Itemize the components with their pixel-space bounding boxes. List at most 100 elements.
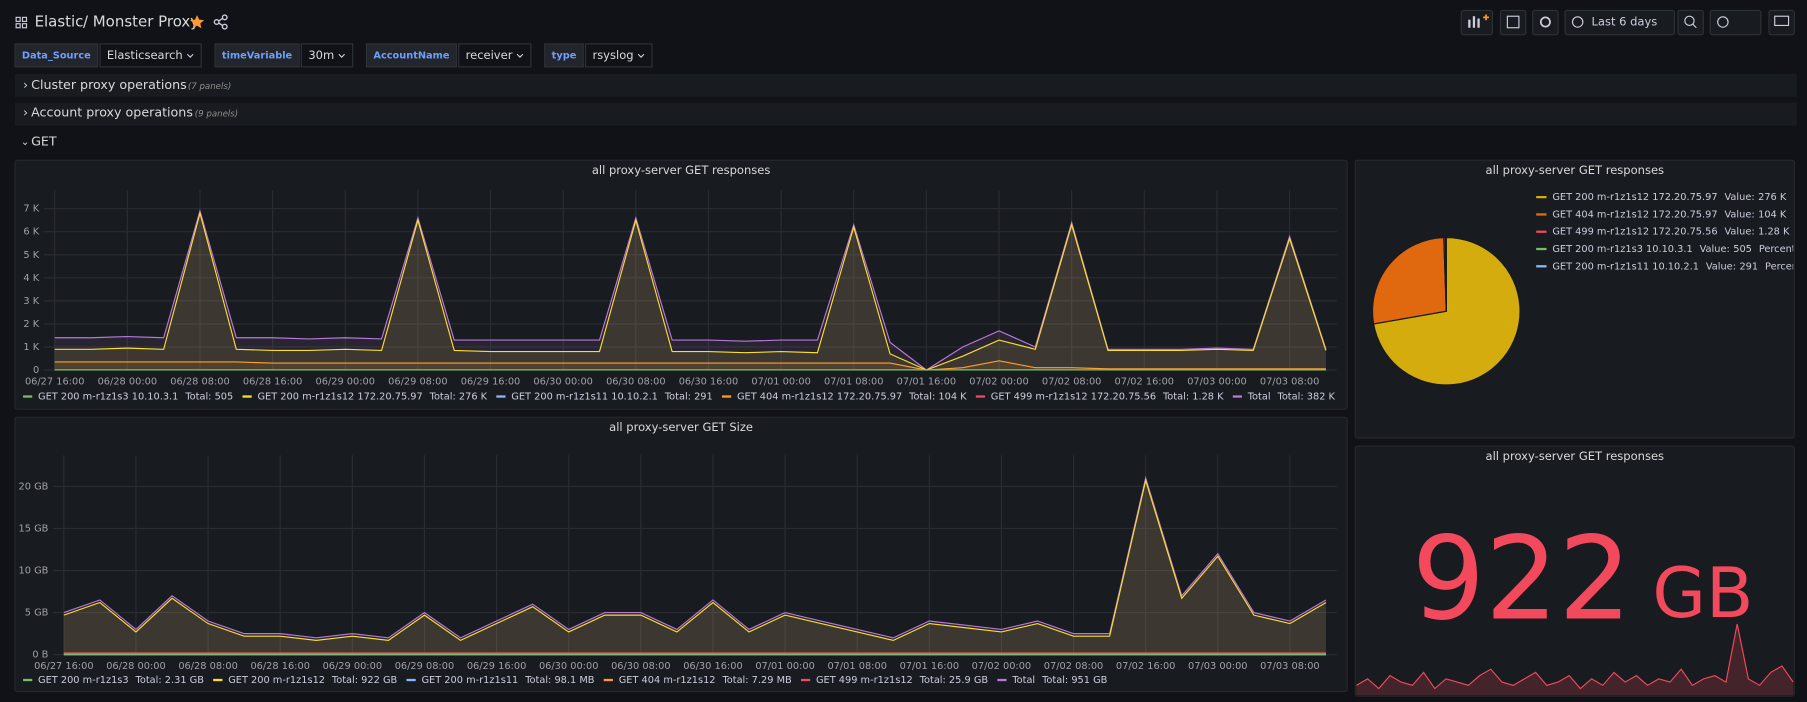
y-tick-label: 0 B: [32, 650, 48, 661]
variable-select[interactable]: [584, 43, 653, 68]
legend-label[interactable]: GET 404 m-r1z1s12 172.20.75.97: [1552, 209, 1717, 220]
y-tick-label: 7 K: [23, 204, 39, 215]
chevron: [637, 53, 645, 58]
panel-title: all proxy-server GET Size: [609, 420, 753, 434]
series-area: [63, 478, 1326, 655]
x-tick-label: 06/30 00:00: [539, 661, 599, 672]
legend-label[interactable]: GET 404 m-r1z1s12: [619, 675, 716, 686]
legend-label[interactable]: GET 200 m-r1z1s3 10.10.3.1: [1552, 244, 1692, 255]
x-tick-label: 07/02 08:00: [1042, 377, 1102, 388]
legend-label[interactable]: GET 200 m-r1z1s11 10.10.2.1: [511, 392, 658, 403]
sparkline: [1356, 623, 1794, 690]
y-tick-label: 20 GB: [19, 481, 49, 492]
add-panel-button[interactable]: [1460, 9, 1493, 36]
variable-label-box: [14, 43, 99, 68]
variable-label-box: [544, 43, 584, 68]
variable-select[interactable]: [458, 43, 532, 68]
legend-total: Total: 505: [184, 392, 233, 403]
panel-title: all proxy-server GET responses: [1486, 449, 1665, 463]
series-line: [63, 478, 1327, 642]
tv-mode-button[interactable]: [1768, 9, 1795, 36]
variable-select[interactable]: [99, 43, 202, 68]
zoom-out-button[interactable]: [1677, 9, 1704, 36]
row-title[interactable]: GET: [31, 133, 57, 148]
x-tick-label: 07/01 08:00: [827, 661, 887, 672]
legend-label[interactable]: GET 200 m-r1z1s3 10.10.3.1: [38, 392, 178, 403]
legend-value-prefix: Value:: [1700, 244, 1730, 255]
row-title[interactable]: Account proxy operations: [31, 105, 193, 120]
legend-total: Total: 2.31 GB: [135, 675, 205, 686]
variable-value[interactable]: rsyslog: [592, 48, 633, 62]
legend-value: 1.28 K: [1758, 227, 1790, 238]
legend-label[interactable]: GET 200 m-r1z1s11 10.10.2.1: [1552, 261, 1699, 272]
row-chevron[interactable]: ›: [23, 105, 28, 120]
toolbar-icons: [1468, 14, 1790, 29]
x-tick-label: 07/03 08:00: [1260, 377, 1320, 388]
legend-total: Total: 922 GB: [331, 675, 398, 686]
toolbar: [1460, 9, 1795, 36]
x-tick-label: 07/02 08:00: [1044, 661, 1104, 672]
legend-label[interactable]: GET 200 m-r1z1s12 172.20.75.97: [257, 392, 422, 403]
row-header[interactable]: [14, 73, 1797, 97]
legend-label[interactable]: GET 404 m-r1z1s12 172.20.75.97: [737, 392, 902, 403]
legend-value-prefix: Value:: [1725, 209, 1755, 220]
row-chevron[interactable]: ›: [23, 77, 28, 92]
x-tick-label: 06/30 08:00: [611, 661, 671, 672]
variable-value[interactable]: receiver: [466, 48, 513, 62]
stat-value: 922: [1412, 512, 1632, 646]
breadcrumb-folder[interactable]: Elastic: [35, 12, 84, 30]
x-tick-label: 07/01 16:00: [897, 377, 957, 388]
save-button[interactable]: [1499, 9, 1527, 36]
panel: [14, 416, 1348, 693]
star-icon[interactable]: [190, 15, 205, 29]
x-tick-label: 06/27 16:00: [34, 661, 94, 672]
time-picker[interactable]: [1564, 9, 1676, 36]
y-tick-label: 1 K: [23, 342, 39, 353]
row-panel-count: (7 panels): [188, 82, 231, 92]
legend-label[interactable]: GET 499 m-r1z1s12: [816, 675, 913, 686]
y-tick-label: 4 K: [23, 273, 39, 284]
row-title[interactable]: Cluster proxy operations: [31, 77, 187, 92]
row-header[interactable]: [14, 102, 1797, 126]
legend-total: Total: 7.29 MB: [721, 675, 792, 686]
dashboard-title[interactable]: / Monster Proxy: [83, 12, 199, 30]
legend-value: 291: [1739, 261, 1758, 272]
legend-label[interactable]: GET 200 m-r1z1s12 172.20.75.97: [1552, 192, 1717, 203]
y-tick-label: 3 K: [23, 296, 39, 307]
legend-label[interactable]: GET 200 m-r1z1s12: [228, 675, 325, 686]
legend-label[interactable]: GET 499 m-r1z1s12 172.20.75.56: [1552, 227, 1717, 238]
series-area: [54, 213, 1326, 371]
legend-label[interactable]: GET 200 m-r1z1s11: [421, 675, 518, 686]
legend-label[interactable]: Total: [1247, 392, 1271, 403]
legend-total: Total: 291: [664, 392, 713, 403]
y-tick-label: 6 K: [23, 227, 39, 238]
apps-icon[interactable]: [15, 16, 28, 29]
x-tick-label: 06/28 16:00: [250, 661, 310, 672]
y-tick-label: 5 GB: [25, 608, 49, 619]
panel-title: all proxy-server GET responses: [1486, 163, 1665, 177]
y-tick-label: 10 GB: [19, 566, 49, 577]
x-tick-label: 07/01 00:00: [751, 377, 811, 388]
variable-label-box: [365, 43, 457, 68]
variable-label: Data_Source: [22, 50, 91, 61]
settings-button[interactable]: [1532, 9, 1559, 36]
legend-label[interactable]: GET 200 m-r1z1s3: [38, 675, 129, 686]
row-chevron[interactable]: ⌄: [21, 136, 30, 148]
row-panel-count: (9 panels): [195, 110, 238, 120]
legend-percent: Percent: 0%: [1765, 261, 1807, 272]
legend-label[interactable]: Total: [1011, 675, 1035, 686]
x-tick-label: 07/02 00:00: [969, 377, 1029, 388]
variable-value[interactable]: Elasticsearch: [107, 48, 183, 62]
time-range[interactable]: Last 6 days: [1591, 14, 1657, 28]
variable-value[interactable]: 30m: [308, 48, 334, 62]
variable-label: timeVariable: [222, 50, 293, 61]
x-tick-label: 07/01 16:00: [900, 661, 960, 672]
legend-value-prefix: Value:: [1725, 227, 1755, 238]
stat-unit: GB: [1652, 554, 1753, 634]
x-tick-label: 06/29 08:00: [388, 377, 448, 388]
x-tick-label: 06/30 00:00: [533, 377, 592, 388]
variable-select[interactable]: [300, 43, 354, 68]
legend-label[interactable]: GET 499 m-r1z1s12 172.20.75.56: [991, 392, 1156, 403]
share-icon[interactable]: [213, 14, 228, 30]
